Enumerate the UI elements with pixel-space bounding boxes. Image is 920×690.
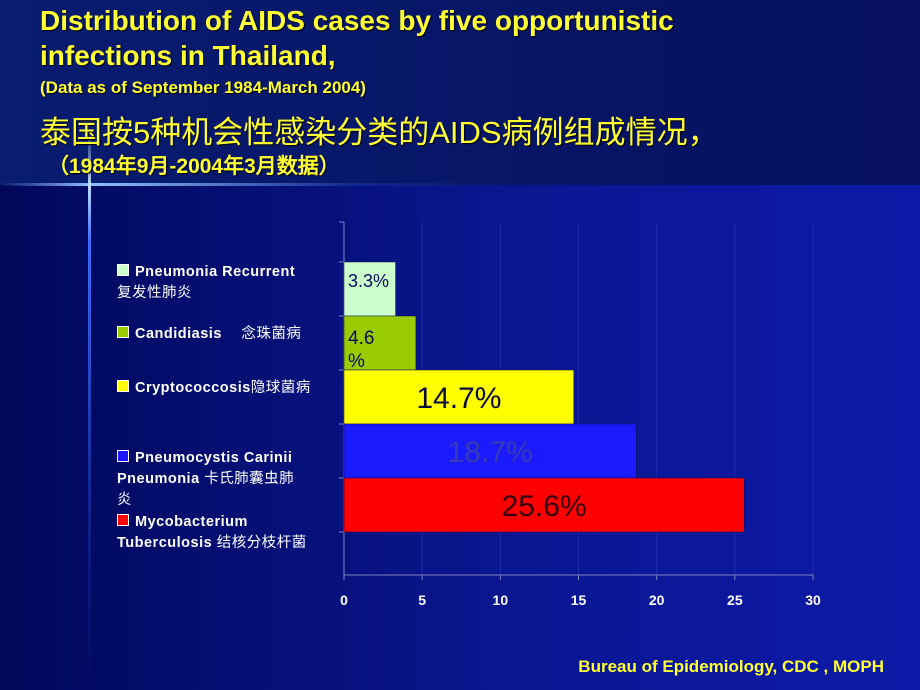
- legend-swatch: [117, 514, 129, 526]
- decorative-vertical-line: [88, 130, 91, 690]
- legend-swatch: [117, 380, 129, 392]
- legend-label: Cryptococcosis隐球菌病: [135, 380, 311, 396]
- bar-4: [343, 423, 637, 479]
- legend-label: Pneumocystis Carinii Pneumonia 卡氏肺囊虫肺炎: [117, 450, 295, 508]
- legend-swatch: [117, 450, 129, 462]
- x-tick-label: 15: [571, 592, 587, 608]
- legend-item: Mycobacterium Tuberculosis 结核分枝杆菌: [117, 512, 322, 554]
- footer-source: Bureau of Epidemiology, CDC , MOPH: [578, 657, 884, 676]
- bar-3: [343, 369, 575, 425]
- legend-item: Pneumonia Recurrent 复发性肺炎: [117, 262, 342, 304]
- bar-2: [343, 315, 417, 371]
- decorative-horizontal-line: [0, 183, 500, 186]
- legend-item: Cryptococcosis隐球菌病: [117, 378, 342, 399]
- legend-label: Candidiasis 念珠菌病: [135, 326, 302, 342]
- bar-1: [343, 261, 396, 317]
- x-tick-label: 0: [340, 592, 348, 608]
- data-label: 25.6%: [502, 490, 587, 523]
- title-line-2: infections in Thailand,: [40, 40, 336, 71]
- data-label-percent: %: [348, 351, 365, 372]
- title-chinese-date: （1984年9月-2004年3月数据）: [48, 155, 340, 178]
- data-label: 14.7%: [416, 382, 501, 415]
- bar-5: [343, 477, 745, 533]
- legend-swatch: [117, 326, 129, 338]
- x-tick-label: 30: [805, 592, 821, 608]
- legend-item: Pneumocystis Carinii Pneumonia 卡氏肺囊虫肺炎: [117, 448, 307, 511]
- x-tick-label: 10: [493, 592, 509, 608]
- data-label: 3.3%: [348, 271, 389, 291]
- header-band: [0, 0, 920, 185]
- title-date-range: (Data as of September 1984-March 2004): [40, 78, 366, 97]
- title-line-1: Distribution of AIDS cases by five oppor…: [40, 5, 674, 36]
- x-tick-label: 5: [418, 592, 426, 608]
- legend-swatch: [117, 264, 129, 276]
- legend-label: Mycobacterium Tuberculosis 结核分枝杆菌: [117, 514, 307, 551]
- title-chinese: 泰国按5种机会性感染分类的AIDS病例组成情况，: [40, 115, 719, 150]
- legend-label: Pneumonia Recurrent 复发性肺炎: [117, 264, 296, 301]
- legend-item: Candidiasis 念珠菌病: [117, 324, 342, 345]
- data-label: 18.7%: [448, 436, 533, 469]
- x-tick-label: 25: [727, 592, 743, 608]
- x-tick-label: 20: [649, 592, 665, 608]
